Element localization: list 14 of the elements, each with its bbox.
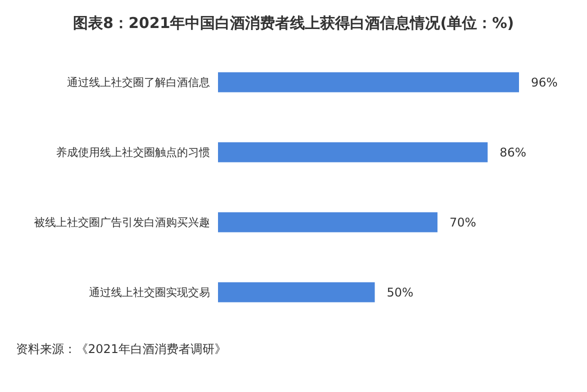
data-label: 86% [500,145,526,160]
bar [218,142,488,162]
bar [218,72,519,92]
data-label: 96% [531,75,558,90]
bar [218,282,375,302]
data-label: 70% [449,215,476,230]
chart-title: 图表8：2021年中国白酒消费者线上获得白酒信息情况(单位：%) [72,13,515,34]
bar [218,212,438,232]
y-tick-label: 被线上社交圈广告引发白酒购买兴趣 [34,216,210,229]
y-tick-label: 通过线上社交圈了解白酒信息 [67,76,210,89]
text: 资料来源：《2021年白酒消费者调研》 [15,341,228,358]
data-label: 50% [386,285,414,300]
y-tick-label: 养成使用线上社交圈触点的习惯 [56,146,210,159]
y-tick-label: 通过线上社交圈实现交易 [89,286,210,299]
